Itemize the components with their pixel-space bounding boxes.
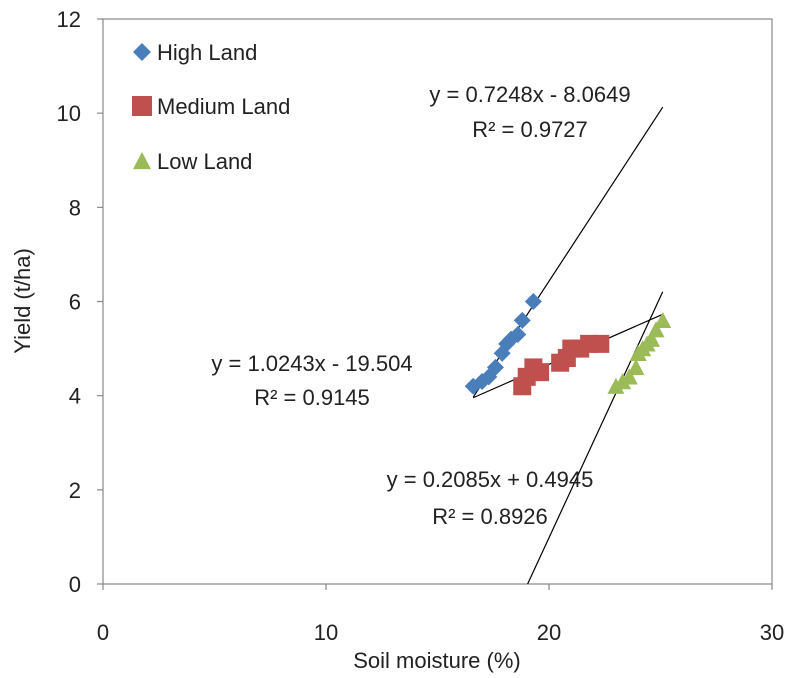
- x-tick-label: 30: [760, 620, 784, 645]
- trendline-equation: y = 0.2085x + 0.4945: [387, 467, 594, 492]
- legend-label: High Land: [157, 40, 257, 65]
- data-point-triangle: [620, 368, 638, 385]
- trendline-equation: y = 0.7248x - 8.0649: [429, 82, 630, 107]
- data-point-diamond: [524, 293, 542, 310]
- x-tick-label: 0: [97, 620, 109, 645]
- trendline-equations: y = 0.7248x - 8.0649 R² = 0.9727 y = 0.208…: [211, 82, 630, 529]
- data-point-square: [591, 334, 610, 353]
- data-point-square: [531, 363, 550, 382]
- y-tick-label: 0: [69, 572, 81, 597]
- data-point-diamond: [509, 325, 527, 343]
- y-tick-label: 12: [57, 7, 81, 32]
- x-axis-ticks: 0 10 20 30: [97, 584, 784, 645]
- trendline-r-squared: R² = 0.9145: [254, 385, 370, 410]
- trendline: [527, 291, 664, 585]
- legend-label: Medium Land: [157, 94, 290, 119]
- y-tick-label: 8: [69, 195, 81, 220]
- x-axis-title: Soil moisture (%): [353, 648, 520, 673]
- legend-marker-triangle: [133, 152, 151, 170]
- legend-marker-square: [132, 96, 152, 116]
- trendline-equation: y = 1.0243x - 19.504: [211, 351, 412, 376]
- plot-area: [102, 18, 773, 585]
- y-tick-label: 4: [69, 384, 81, 409]
- data-point-triangle: [643, 330, 661, 347]
- data-points: [464, 293, 672, 396]
- legend-label: Low Land: [157, 149, 252, 174]
- trendline-r-squared: R² = 0.9727: [472, 117, 588, 142]
- y-tick-label: 6: [69, 290, 81, 315]
- legend-marker-diamond: [133, 43, 151, 61]
- data-point-diamond: [513, 311, 531, 329]
- x-tick-label: 20: [537, 620, 561, 645]
- legend: High Land Medium Land Low Land: [132, 40, 290, 174]
- x-tick-label: 10: [314, 620, 338, 645]
- data-point-diamond: [486, 358, 504, 376]
- y-axis-title: Yield (t/ha): [10, 248, 35, 354]
- data-point-triangle: [627, 358, 645, 376]
- data-point-diamond: [502, 330, 520, 348]
- y-tick-label: 10: [57, 101, 81, 126]
- data-point-triangle: [647, 321, 665, 338]
- data-point-triangle: [654, 311, 672, 328]
- y-tick-label: 2: [69, 478, 81, 503]
- trendline-r-squared: R² = 0.8926: [432, 504, 548, 529]
- y-axis-ticks: 0 2 4 6 8 10 12: [57, 7, 103, 597]
